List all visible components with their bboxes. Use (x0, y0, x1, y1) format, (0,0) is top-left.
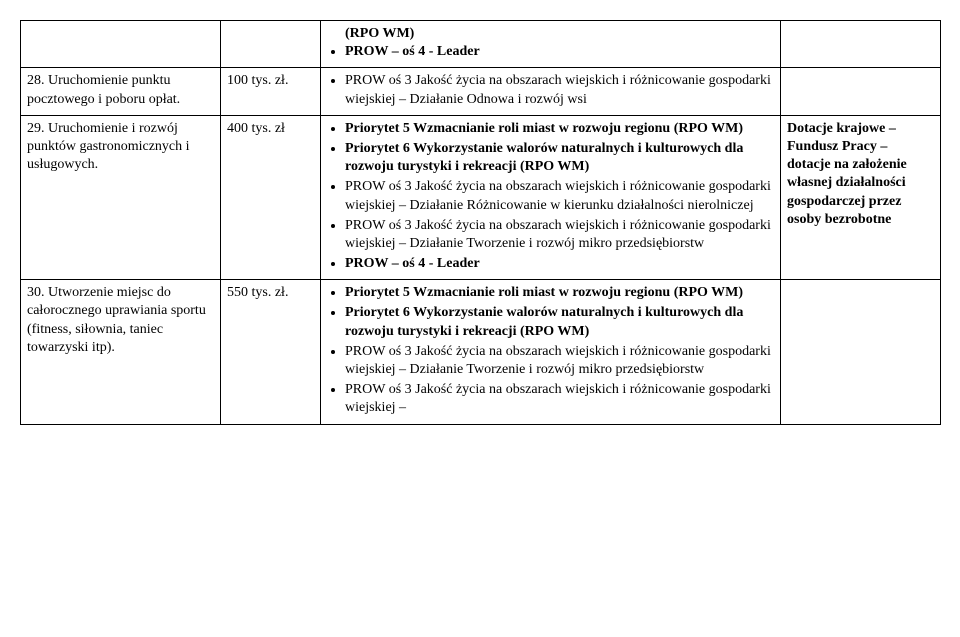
list-item: Priorytet 5 Wzmacnianie roli miast w roz… (345, 284, 774, 302)
cell-programs: (RPO WM)PROW – oś 4 - Leader (321, 21, 781, 68)
cell-notes (781, 280, 941, 424)
cell-amount: 100 tys. zł. (221, 68, 321, 115)
cell-notes (781, 21, 941, 68)
cell-programs: Priorytet 5 Wzmacnianie roli miast w roz… (321, 115, 781, 280)
table-row: 28. Uruchomienie punktu pocztowego i pob… (21, 68, 941, 115)
list-item: PROW oś 3 Jakość życia na obszarach wiej… (345, 217, 774, 253)
cell-notes: Dotacje krajowe – Fundusz Pracy – dotacj… (781, 115, 941, 280)
program-list: Priorytet 5 Wzmacnianie roli miast w roz… (327, 284, 774, 417)
cell-amount: 400 tys. zł (221, 115, 321, 280)
cell-title: 29. Uruchomienie i rozwój punktów gastro… (21, 115, 221, 280)
list-item: PROW oś 3 Jakość życia na obszarach wiej… (345, 343, 774, 379)
table-row: 29. Uruchomienie i rozwój punktów gastro… (21, 115, 941, 280)
cell-programs: PROW oś 3 Jakość życia na obszarach wiej… (321, 68, 781, 115)
cell-title (21, 21, 221, 68)
cell-title: 28. Uruchomienie punktu pocztowego i pob… (21, 68, 221, 115)
table-row: 30. Utworzenie miejsc do całorocznego up… (21, 280, 941, 424)
cell-programs: Priorytet 5 Wzmacnianie roli miast w roz… (321, 280, 781, 424)
cell-amount: 550 tys. zł. (221, 280, 321, 424)
list-item: PROW – oś 4 - Leader (345, 43, 774, 61)
list-item: PROW oś 3 Jakość życia na obszarach wiej… (345, 72, 774, 108)
program-list: PROW oś 3 Jakość życia na obszarach wiej… (327, 72, 774, 108)
list-item: PROW – oś 4 - Leader (345, 255, 774, 273)
document-table: (RPO WM)PROW – oś 4 - Leader28. Uruchomi… (20, 20, 941, 425)
program-list: PROW – oś 4 - Leader (327, 43, 774, 61)
list-item: Priorytet 5 Wzmacnianie roli miast w roz… (345, 120, 774, 138)
pre-text: (RPO WM) (345, 25, 774, 43)
table-row: (RPO WM)PROW – oś 4 - Leader (21, 21, 941, 68)
list-item: PROW oś 3 Jakość życia na obszarach wiej… (345, 381, 774, 417)
list-item: PROW oś 3 Jakość życia na obszarach wiej… (345, 178, 774, 214)
list-item: Priorytet 6 Wykorzystanie walorów natura… (345, 140, 774, 176)
cell-notes (781, 68, 941, 115)
cell-title: 30. Utworzenie miejsc do całorocznego up… (21, 280, 221, 424)
list-item: Priorytet 6 Wykorzystanie walorów natura… (345, 304, 774, 340)
program-list: Priorytet 5 Wzmacnianie roli miast w roz… (327, 120, 774, 274)
cell-amount (221, 21, 321, 68)
